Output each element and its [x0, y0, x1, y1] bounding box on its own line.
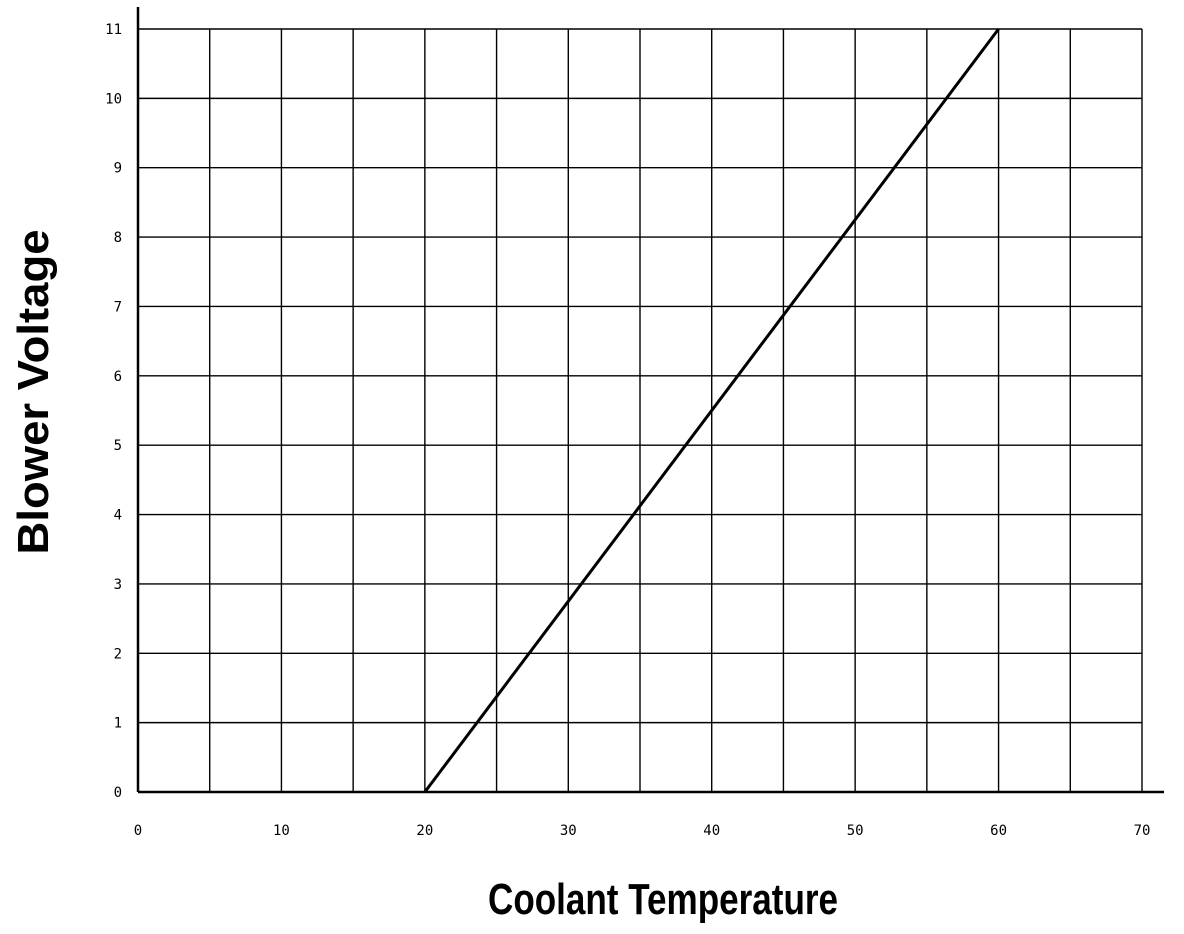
y-tick-label: 9: [114, 161, 122, 177]
tick-labels: 0 10 20 30 40 50 60 70 0 1 2 3 4 5 6 7 8 9 10 11: [105, 22, 1150, 839]
series-line: [423, 28, 1000, 793]
y-tick-label: 1: [114, 716, 122, 732]
x-axis-title: Coolant Temperature: [488, 875, 838, 924]
y-tick-label: 11: [105, 22, 122, 38]
axes: [136, 7, 1164, 794]
y-tick-label: 8: [114, 230, 122, 246]
x-tick-label: 60: [990, 823, 1007, 839]
series: [423, 28, 1000, 793]
y-tick-label: 4: [114, 508, 122, 524]
y-tick-label: 6: [114, 369, 122, 385]
x-tick-label: 0: [134, 823, 142, 839]
x-tick-label: 20: [416, 823, 433, 839]
y-tick-label: 2: [114, 646, 122, 662]
y-tick-label: 10: [105, 91, 122, 107]
y-tick-label: 5: [114, 438, 122, 454]
x-tick-label: 10: [273, 823, 290, 839]
grid: [138, 28, 1143, 792]
x-tick-label: 70: [1134, 823, 1151, 839]
y-tick-label: 3: [114, 577, 122, 593]
x-tick-label: 40: [703, 823, 720, 839]
y-tick-label: 7: [114, 299, 122, 315]
x-tick-label: 50: [847, 823, 864, 839]
x-tick-label: 30: [560, 823, 577, 839]
y-tick-label: 0: [114, 785, 122, 801]
y-axis-title: Blower Voltage: [9, 230, 58, 555]
